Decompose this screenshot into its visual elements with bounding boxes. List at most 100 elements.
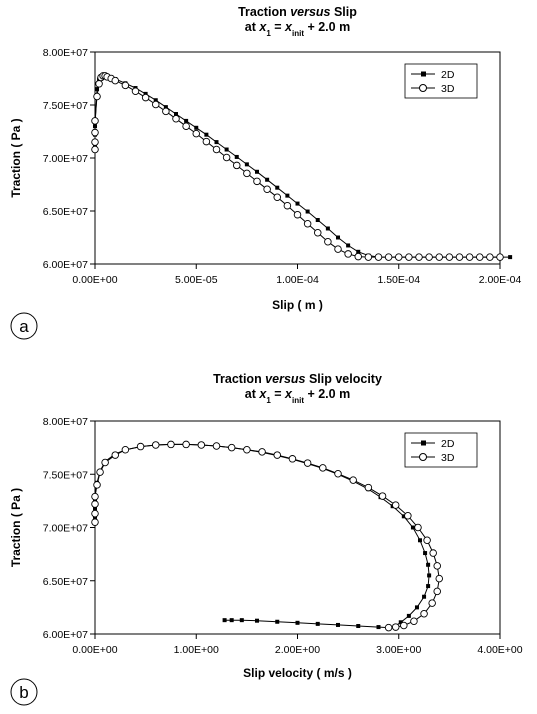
data-point-3d [414,523,422,532]
legend-box [404,63,478,99]
data-point-3d [111,451,119,459]
legend-label: 3D [441,452,455,464]
data-point-2d [418,538,423,543]
chart-title-part: versus [265,372,305,386]
y-tick-label: 6.00E+07 [43,629,88,641]
chart-subtitle-part: x [284,20,293,34]
data-point-3d [496,253,504,261]
data-point-3d [364,253,373,261]
data-point-3d [354,252,363,261]
data-point-2d [174,112,178,117]
x-axis-label: Slip ( m ) [272,298,323,312]
data-point-3d [121,446,130,454]
data-point-3d [182,122,190,130]
data-point-2d [414,605,419,610]
chart-subtitle-part: at [245,387,260,401]
data-point-2d [315,621,320,626]
data-point-3d [425,253,433,261]
chart-subtitle-part: x [258,20,267,34]
data-point-2d [163,105,168,110]
data-point-3d [349,476,357,484]
data-point-3d [232,161,241,170]
data-point-3d [202,137,211,146]
y-tick-label: 6.50E+07 [43,576,88,588]
data-point-3d [435,253,444,261]
data-point-2d [255,618,259,623]
chart-title: Traction versus Slip [238,5,357,19]
data-point-3d [192,129,200,138]
data-point-3d [243,169,251,178]
data-point-2d [426,562,431,567]
data-point-3d [253,177,261,186]
chart-subtitle-part: + 2.0 m [304,20,350,34]
chart-subtitle-part: = [271,387,285,401]
x-tick-label: 3.00E+00 [376,644,421,656]
y-tick-label: 6.50E+07 [43,206,88,218]
data-point-3d [91,117,99,125]
x-tick-label: 5.00E-05 [175,274,218,286]
data-point-2d [184,118,189,123]
data-point-3d [303,459,312,467]
panel-label: a [19,317,29,336]
data-point-3d [428,599,436,607]
data-point-3d [182,440,190,449]
data-point-2d [305,209,310,214]
data-point-2d [508,255,513,260]
y-tick-label: 7.50E+07 [43,100,88,112]
series-3D [91,72,504,261]
data-point-2d [222,618,227,623]
data-point-3d [212,442,221,450]
data-point-2d [406,613,411,618]
chart-subtitle-part: = [271,20,285,34]
y-tick-label: 7.50E+07 [43,469,88,481]
data-point-2d [295,620,300,625]
data-point-3d [384,253,393,261]
data-point-3d [455,253,464,261]
chart-subtitle: at x1 = xinit + 2.0 m [245,387,350,405]
data-point-2d [239,618,244,623]
chart-title-part: Slip [331,5,358,19]
data-point-3d [167,440,175,449]
data-point-2d [336,622,340,627]
data-point-3d [429,549,437,557]
data-point-2d [275,185,280,190]
y-tick-label: 7.00E+07 [43,523,88,535]
data-point-3d [151,100,160,109]
data-point-2d [265,177,270,182]
chart-subtitle-part: init [292,29,304,38]
data-point-3d [334,469,342,478]
series-line-2D [94,443,430,629]
data-point-3d [172,115,180,123]
data-point-3d [391,623,400,631]
chart-subtitle-part: 1 [266,29,271,38]
data-point-3d [293,210,302,219]
data-point-3d [384,623,393,632]
x-tick-label: 2.00E+00 [275,644,320,656]
data-point-2d [356,624,361,629]
y-tick-label: 8.00E+07 [43,47,88,59]
data-point-2d [423,551,428,556]
data-point-3d [364,483,373,492]
chart-subtitle-part: at [245,20,260,34]
x-tick-label: 1.50E-04 [377,274,420,286]
panel-label-circle [10,312,38,340]
x-tick-label: 1.00E-04 [276,274,319,286]
data-point-2d [234,154,239,159]
data-point-3d [391,501,400,509]
data-point-3d [131,87,140,95]
data-point-3d [91,138,99,146]
data-point-3d [374,253,383,261]
data-point-3d [273,193,282,201]
legend-marker-3d [419,453,427,461]
data-point-2d [224,147,229,152]
data-point-2d [410,525,415,530]
y-axis-label: Traction ( Pa ) [9,118,23,197]
y-tick-label: 7.00E+07 [43,153,88,165]
data-point-2d [376,625,381,630]
data-point-2d [325,226,330,231]
x-tick-label: 4.00E+00 [477,644,522,656]
data-point-3d [465,253,474,261]
data-point-3d [423,536,431,545]
